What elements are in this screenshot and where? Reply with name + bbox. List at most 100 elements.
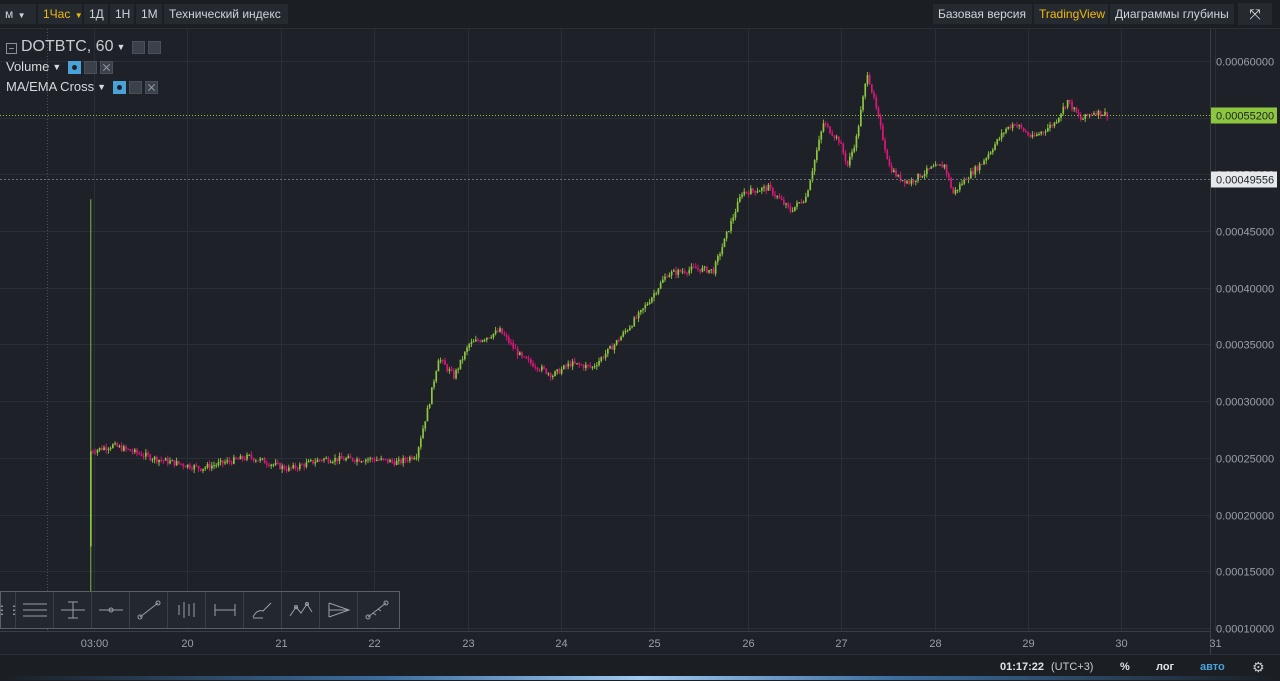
candle-body bbox=[90, 451, 92, 547]
interval-minutes-button[interactable]: м ▼ bbox=[0, 4, 36, 24]
interval-1h-button[interactable]: 1Час ▼ bbox=[38, 4, 83, 24]
candle-body bbox=[959, 184, 961, 190]
candle-body bbox=[651, 297, 653, 303]
settings-icon[interactable] bbox=[84, 60, 98, 74]
candle-body bbox=[406, 460, 409, 462]
candle-body bbox=[563, 365, 565, 369]
gann-tool[interactable] bbox=[319, 592, 357, 628]
candle-body bbox=[714, 261, 717, 274]
candle-body bbox=[384, 459, 387, 461]
format-icon[interactable] bbox=[148, 40, 162, 54]
horizontal-lines-tool[interactable] bbox=[15, 592, 53, 628]
candle-body bbox=[785, 203, 787, 205]
auto-scale-button[interactable]: авто bbox=[1200, 661, 1225, 673]
chart-grid bbox=[0, 29, 1216, 631]
candle-body bbox=[541, 366, 543, 371]
volume-indicator-label[interactable]: Volume bbox=[6, 59, 50, 74]
candle-body bbox=[833, 135, 836, 138]
candle-body bbox=[129, 449, 132, 452]
candle-body bbox=[483, 339, 486, 341]
candle-body bbox=[565, 365, 567, 367]
technical-index-button[interactable]: Технический индекс bbox=[164, 4, 288, 24]
basic-version-button[interactable]: Базовая версия bbox=[933, 4, 1032, 24]
interval-1d-button[interactable]: 1Д bbox=[84, 4, 108, 24]
candle-body bbox=[668, 275, 671, 278]
candle-body bbox=[532, 363, 534, 367]
interval-1m-button[interactable]: 1М bbox=[136, 4, 162, 24]
candle-body bbox=[202, 468, 204, 471]
log-scale-button[interactable]: лог bbox=[1156, 661, 1175, 673]
candle-body bbox=[653, 293, 655, 298]
candle-body bbox=[919, 173, 922, 178]
candle-body bbox=[325, 458, 328, 460]
trend-line-tool[interactable] bbox=[129, 592, 167, 628]
percent-scale-button[interactable]: % bbox=[1120, 661, 1130, 673]
candle-body bbox=[774, 194, 776, 197]
candle-body bbox=[939, 164, 941, 166]
candle-body bbox=[217, 462, 220, 466]
drag-handle-icon[interactable]: ⋮⋮ bbox=[0, 603, 20, 617]
candle-body bbox=[96, 449, 99, 453]
candle-body bbox=[197, 465, 200, 469]
candle-body bbox=[338, 455, 341, 462]
candle-body bbox=[831, 133, 834, 136]
text-cursor-tool[interactable] bbox=[53, 592, 91, 628]
candle-body bbox=[417, 447, 420, 458]
candle-body bbox=[886, 149, 889, 160]
candle-body bbox=[554, 371, 556, 377]
settings-icon[interactable] bbox=[132, 40, 146, 54]
gann-icon bbox=[328, 602, 351, 618]
candle-body bbox=[127, 448, 130, 450]
horizontal-ray-tool[interactable] bbox=[91, 592, 129, 628]
timezone-label[interactable]: (UTC+3) bbox=[1051, 661, 1094, 673]
pattern-abcd-tool[interactable] bbox=[281, 592, 319, 628]
price-chart[interactable]: 0.000600000.000550000.000500000.00045000… bbox=[0, 29, 1280, 654]
candle-body bbox=[926, 168, 928, 175]
ma-ema-indicator-label[interactable]: MA/EMA Cross bbox=[6, 79, 95, 94]
candle-body bbox=[1095, 113, 1098, 116]
eye-icon[interactable] bbox=[68, 60, 82, 74]
candle-body bbox=[321, 459, 323, 461]
pitchfork-tool[interactable] bbox=[167, 592, 205, 628]
candle-body bbox=[420, 438, 422, 448]
candle-body bbox=[996, 139, 999, 145]
interval-1w-button[interactable]: 1Н bbox=[110, 4, 134, 24]
candle-body bbox=[798, 202, 801, 204]
candle-body bbox=[895, 170, 897, 177]
close-icon[interactable] bbox=[100, 60, 114, 74]
close-icon[interactable] bbox=[145, 80, 159, 94]
candle-body bbox=[241, 456, 244, 460]
candle-body bbox=[400, 459, 402, 464]
candle-body bbox=[589, 365, 592, 367]
candle-body bbox=[1053, 122, 1056, 127]
candle-body bbox=[549, 373, 552, 377]
candle-body bbox=[145, 452, 147, 457]
collapse-icon[interactable] bbox=[6, 42, 17, 54]
candle-body bbox=[226, 460, 229, 463]
chevron-down-icon[interactable]: ▼ bbox=[52, 62, 62, 72]
candle-body bbox=[855, 136, 858, 148]
settings-icon[interactable] bbox=[129, 80, 143, 94]
chevron-down-icon[interactable]: ▼ bbox=[97, 82, 107, 92]
candle-body bbox=[347, 456, 350, 459]
candle-body bbox=[191, 468, 193, 470]
candle-body bbox=[530, 359, 532, 364]
candle-body bbox=[741, 194, 743, 197]
candle-body bbox=[1051, 124, 1054, 127]
depth-chart-button[interactable]: Диаграммы глубины bbox=[1110, 4, 1234, 24]
candle-body bbox=[989, 152, 992, 155]
candle-body bbox=[558, 369, 561, 374]
candle-body bbox=[248, 454, 251, 456]
chevron-down-icon[interactable]: ▼ bbox=[116, 42, 126, 52]
eye-icon[interactable] bbox=[113, 80, 127, 94]
brush-tool[interactable] bbox=[243, 592, 281, 628]
fullscreen-button[interactable]: ⤧ bbox=[1238, 3, 1272, 25]
candle-body bbox=[659, 282, 662, 289]
time-tick-label: 23 bbox=[462, 638, 474, 650]
candle-body bbox=[860, 109, 862, 127]
date-range-tool[interactable] bbox=[205, 592, 243, 628]
candle-body bbox=[175, 461, 178, 466]
measure-tool[interactable] bbox=[357, 592, 395, 628]
gear-icon[interactable]: ⚙ bbox=[1252, 659, 1265, 675]
tradingview-button[interactable]: TradingView bbox=[1034, 4, 1108, 24]
